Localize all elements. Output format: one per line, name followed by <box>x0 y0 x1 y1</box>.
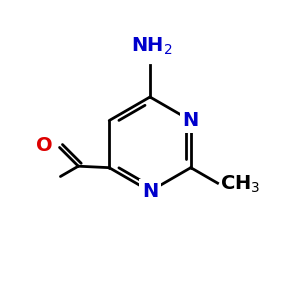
Text: NH$_2$: NH$_2$ <box>131 36 172 57</box>
Text: N: N <box>183 111 199 130</box>
Text: O: O <box>36 136 52 155</box>
Text: N: N <box>142 182 158 201</box>
Text: CH$_3$: CH$_3$ <box>220 174 260 195</box>
